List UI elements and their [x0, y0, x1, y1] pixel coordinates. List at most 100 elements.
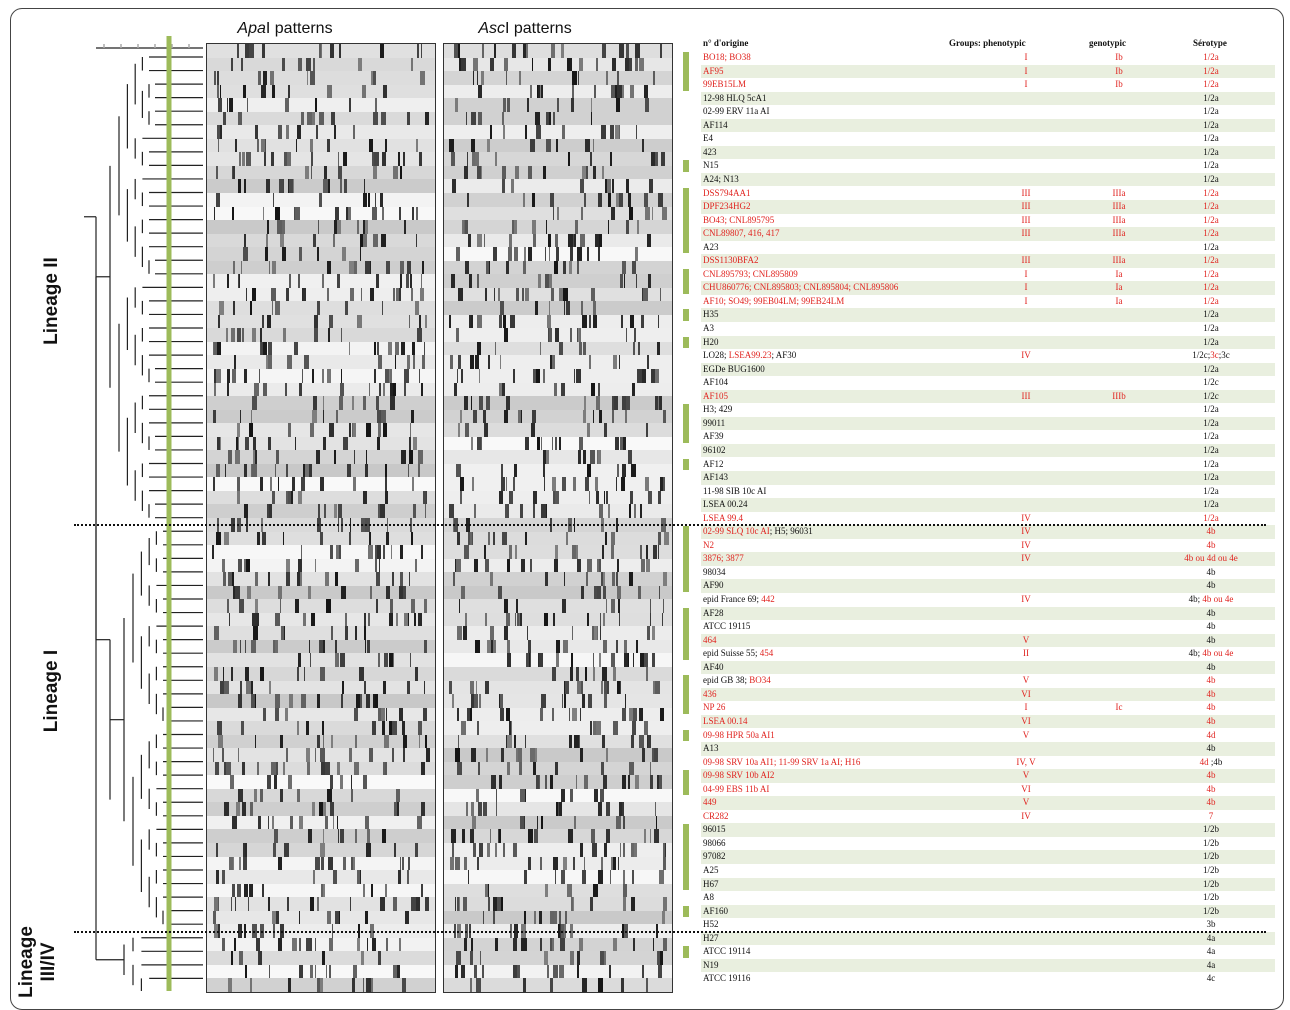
gel-band: [650, 829, 652, 844]
gel-band: [528, 247, 533, 262]
gel-band: [420, 71, 425, 86]
gel-band: [554, 870, 557, 885]
gel-band: [221, 870, 225, 885]
gel-band: [351, 396, 354, 411]
gel-band: [638, 707, 644, 722]
gel-band: [493, 775, 496, 790]
gel-band: [374, 192, 377, 207]
gel-band: [632, 707, 638, 722]
gel-band: [492, 910, 495, 925]
serotype-cell: 1/2a: [1203, 106, 1219, 117]
gel-band: [420, 44, 422, 59]
gel-band: [458, 734, 460, 749]
gel-band: [601, 856, 603, 871]
gel-band: [582, 409, 586, 424]
serotype-cell: 4b: [1206, 715, 1216, 726]
gel-band: [533, 233, 537, 248]
gel-lane: [444, 707, 672, 722]
gel-band: [316, 125, 319, 140]
gel-lane: [444, 71, 672, 86]
origin-cell: 96102: [703, 444, 726, 455]
gel-band: [385, 761, 387, 776]
gel-band: [580, 233, 586, 248]
gel-band: [310, 165, 312, 180]
gel-band: [539, 937, 542, 952]
gel-band: [556, 206, 560, 221]
gel-band: [595, 57, 599, 72]
gel-band: [332, 815, 334, 830]
apai-gel-title: ApaI patterns: [237, 20, 333, 37]
gel-band: [382, 545, 386, 560]
gel-band: [236, 44, 239, 59]
gel-lane: [444, 301, 672, 316]
gel-band: [596, 490, 600, 505]
gel-band: [262, 314, 265, 329]
gel-band: [580, 301, 584, 316]
gel-band: [457, 423, 460, 438]
gel-band: [613, 666, 616, 681]
gel-band: [356, 937, 360, 952]
gel-band: [567, 152, 571, 167]
gel-band: [626, 220, 630, 235]
gel-lane: [207, 423, 435, 438]
gel-band: [599, 558, 602, 573]
gel-band: [418, 369, 421, 384]
gel-band: [268, 355, 273, 370]
gel-band: [380, 897, 385, 912]
gel-band: [478, 802, 482, 817]
gel-band: [354, 761, 359, 776]
gel-band: [396, 287, 400, 302]
gel-band: [231, 328, 235, 343]
gel-band: [418, 152, 423, 167]
origin-cell: A23: [703, 241, 719, 252]
gel-band: [323, 504, 327, 519]
table-row: 12-98 HLQ 5cA1 1/2a: [701, 91, 1275, 106]
gel-band: [600, 680, 603, 695]
gel-band: [238, 274, 241, 289]
gel-band: [261, 84, 266, 99]
gel-band: [577, 71, 579, 86]
gel-band: [243, 247, 249, 262]
gel-band: [404, 612, 408, 627]
gel-band: [591, 111, 593, 126]
gel-band: [593, 301, 597, 316]
gel-band: [271, 152, 274, 167]
gel-band: [415, 897, 420, 912]
gel-band: [235, 436, 239, 451]
gel-band: [533, 490, 538, 505]
gel-band: [287, 897, 289, 912]
gel-band: [426, 748, 430, 763]
origin-cell: 11-98 SIB 10c AI: [703, 485, 767, 496]
gel-band: [478, 694, 481, 709]
gel-band: [513, 477, 515, 492]
gel-band: [418, 314, 422, 329]
gel-band: [507, 558, 510, 573]
gel-band: [413, 612, 416, 627]
gel-band: [232, 206, 234, 221]
phenotypic-cell: IV: [1021, 810, 1031, 821]
gel-band: [521, 558, 525, 573]
gel-band: [241, 57, 244, 72]
header-phenotypic: Groups: phenotypic: [949, 38, 1026, 48]
gel-band: [419, 287, 424, 302]
gel-band: [290, 815, 294, 830]
table-row: 09-98 SRV 10b AI2 V 4b: [701, 769, 1275, 783]
table-row: AF10; SO49; 99EB04LM; 99EB24LM I Ia 1/2a: [701, 295, 1275, 309]
gel-band: [555, 138, 559, 153]
gel-band: [567, 57, 572, 72]
gel-band: [309, 639, 311, 654]
gel-band: [355, 626, 358, 641]
origin-cell: N2: [703, 539, 714, 550]
gel-band: [633, 504, 637, 519]
gel-band: [550, 978, 553, 992]
gel-band: [650, 369, 655, 384]
gel-band: [348, 206, 351, 221]
table-row: epid Suisse 55; 454 II 4b; 4b ou 4e: [701, 647, 1275, 661]
gel-band: [505, 477, 508, 492]
gel-band: [487, 355, 491, 370]
gel-band: [411, 409, 415, 424]
gel-band: [616, 815, 621, 830]
gel-band: [456, 247, 460, 262]
gel-band: [553, 910, 557, 925]
serotype-cell: 1/2b: [1202, 851, 1219, 862]
